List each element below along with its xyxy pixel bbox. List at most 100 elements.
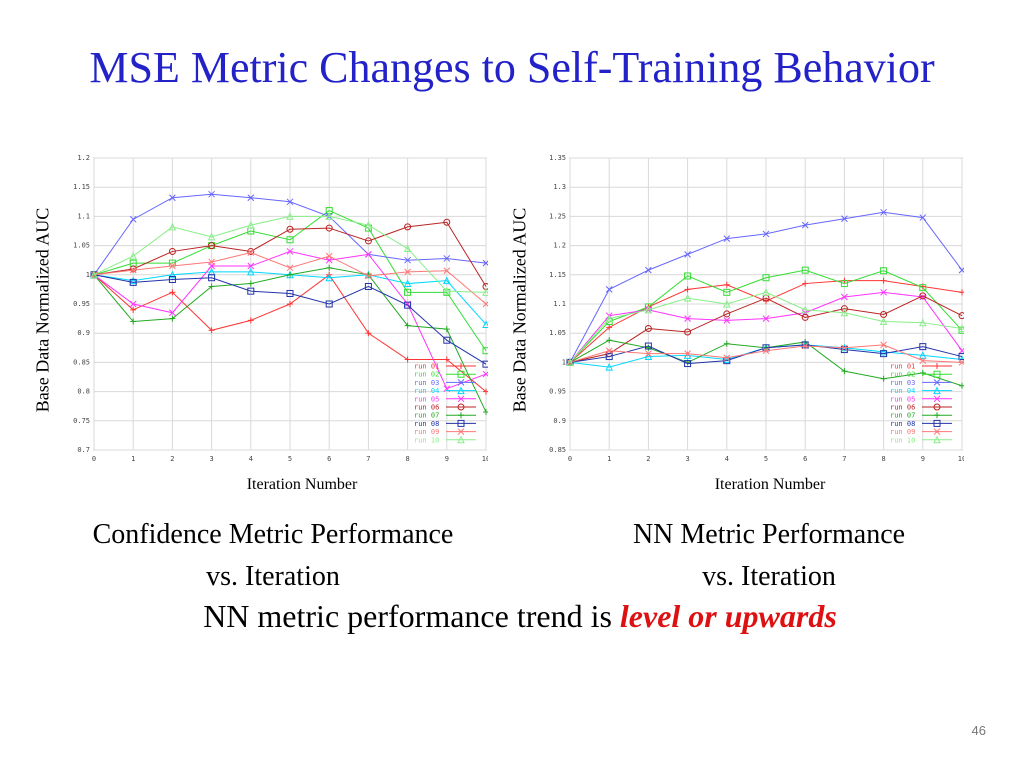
right-chart-legend-marker — [934, 412, 940, 419]
right-chart-data-point — [722, 299, 731, 308]
right-chart-data-point — [684, 315, 691, 322]
right-chart-data-point — [919, 214, 927, 221]
right-chart-legend-marker — [933, 370, 941, 378]
right-chart-caption: NN Metric Performance vs. Iteration — [534, 514, 1004, 598]
right-chart-data-point — [684, 251, 691, 258]
left-chart-data-point — [404, 268, 411, 276]
right-chart-data-point — [919, 357, 927, 365]
right-chart-data-point — [762, 274, 770, 282]
left-chart-data-point — [168, 275, 176, 283]
right-chart-data-point — [644, 325, 652, 333]
left-chart-x-tick-label: 9 — [445, 455, 449, 463]
left-chart-data-point — [443, 326, 450, 333]
left-chart-data-point — [364, 237, 372, 245]
right-chart-data-point — [880, 208, 887, 216]
left-chart-data-point — [129, 266, 137, 274]
left-chart-data-point — [129, 265, 137, 273]
left-chart-data-point — [286, 225, 294, 233]
right-chart-data-point — [841, 215, 848, 223]
right-chart-data-point — [605, 286, 613, 293]
right-chart-data-point — [645, 350, 652, 357]
right-chart-data-point — [801, 221, 809, 229]
left-chart-series-line — [93, 209, 487, 351]
left-chart-legend-marker — [458, 412, 464, 419]
right-chart-data-point — [958, 324, 966, 333]
left-chart-data-point — [168, 247, 176, 255]
right-chart-data-point — [801, 305, 810, 314]
left-chart-data-point — [90, 270, 98, 279]
left-chart-x-axis-label: Iteration Number — [246, 476, 358, 493]
trend-prefix: NN metric performance trend is — [203, 598, 620, 634]
left-chart-x-tick-label: 10 — [482, 455, 488, 463]
right-chart-data-point — [723, 354, 731, 362]
left-chart-legend-label: run 10 — [414, 436, 439, 444]
right-chart-data-point — [880, 341, 887, 349]
left-chart-data-point — [404, 288, 412, 296]
right-chart-y-tick-label: 1 — [562, 358, 566, 366]
right-chart-data-point — [841, 344, 848, 352]
left-chart-data-point — [247, 249, 255, 256]
right-chart-series-line — [569, 295, 963, 363]
right-chart-data-point — [684, 272, 692, 280]
right-chart-data-point — [605, 314, 614, 323]
right-chart-data-point — [723, 310, 731, 318]
left-chart-x-tick-label: 5 — [288, 455, 292, 463]
right-chart-data-point — [840, 308, 849, 317]
right-chart-data-point — [802, 280, 809, 287]
trend-statement: NN metric performance trend is level or … — [0, 598, 1024, 635]
left-chart-legend-label: run 07 — [414, 412, 439, 420]
left-chart-legend-label: run 05 — [414, 395, 439, 403]
right-chart-data-point — [723, 288, 731, 296]
right-chart-x-tick-label: 2 — [646, 455, 650, 463]
left-chart-data-point — [365, 330, 372, 337]
right-chart-legend-marker — [933, 395, 941, 403]
right-chart-series-3 — [566, 208, 966, 366]
left-chart-x-tick-label: 4 — [249, 455, 253, 463]
left-chart-data-point — [404, 322, 411, 329]
right-chart-legend-marker — [933, 428, 941, 435]
left-chart-x-tick-label: 0 — [92, 455, 96, 463]
right-chart-x-tick-label: 9 — [921, 455, 925, 463]
left-chart-x-tick-label: 8 — [405, 455, 409, 463]
left-chart-data-point — [169, 309, 176, 317]
right-chart-x-tick-label: 0 — [568, 455, 572, 463]
left-chart-series-5 — [90, 248, 490, 393]
right-chart-data-point — [644, 352, 653, 361]
left-chart-legend-label: run 06 — [414, 404, 439, 412]
left-chart-data-point — [129, 276, 138, 285]
left-chart-data-point — [247, 247, 255, 255]
left-chart-legend-marker — [457, 386, 465, 395]
right-chart-x-tick-label: 6 — [803, 455, 807, 463]
left-chart-data-point — [247, 317, 254, 324]
right-chart-legend-marker — [933, 403, 941, 411]
left-chart-y-tick-label: 0.85 — [73, 358, 90, 366]
left-chart-legend-marker — [457, 395, 465, 403]
right-chart-legend-label: run 09 — [890, 428, 915, 436]
right-chart-y-tick-label: 1.15 — [549, 271, 566, 279]
left-chart-data-point — [286, 248, 294, 255]
left-chart-data-point — [247, 262, 255, 270]
right-chart-data-point — [566, 358, 574, 366]
right-chart-grid — [569, 157, 963, 451]
left-chart-data-point — [286, 264, 294, 272]
right-chart-x-tick-label: 7 — [842, 455, 846, 463]
right-chart-data-point — [880, 288, 887, 296]
left-chart-data-point — [129, 251, 138, 260]
left-chart-data-point — [287, 301, 293, 307]
left-chart-data-point — [207, 232, 216, 241]
right-chart-data-point — [919, 343, 927, 351]
left-chart-data-point — [325, 252, 333, 260]
right-chart-legend-marker — [933, 419, 941, 427]
right-chart-y-tick-label: 0.95 — [549, 388, 566, 396]
left-chart-data-point — [130, 306, 137, 313]
right-chart-series-10 — [566, 288, 966, 366]
right-chart-data-point — [762, 315, 770, 322]
right-chart-data-point — [880, 267, 888, 275]
left-chart-legend-marker — [458, 363, 464, 369]
right-chart-data-point — [880, 375, 887, 382]
left-chart-data-point — [443, 267, 451, 275]
left-chart-series-9 — [90, 249, 490, 308]
right-chart-legend-label: run 07 — [890, 412, 915, 420]
right-chart-y-tick-label: 1.25 — [549, 212, 566, 220]
